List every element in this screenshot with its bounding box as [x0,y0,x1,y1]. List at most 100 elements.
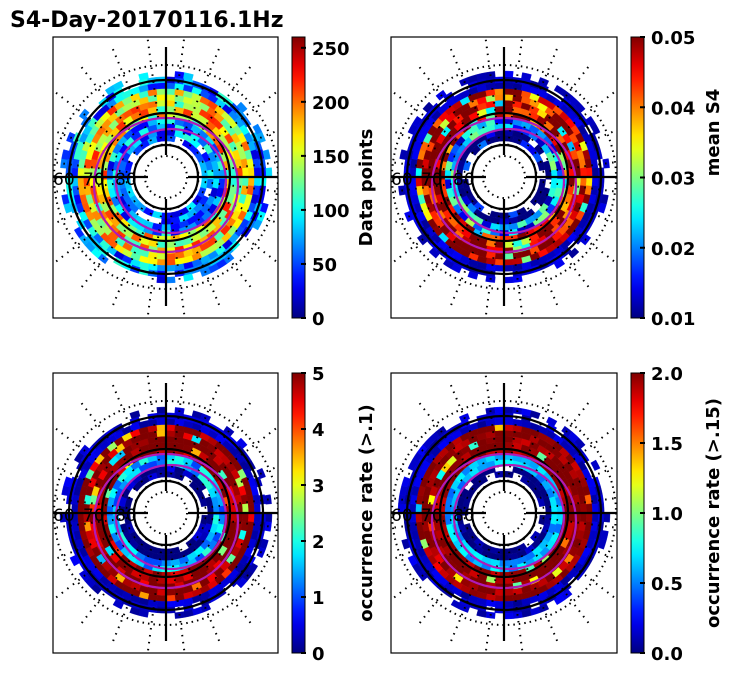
colorbar-tick-label: 50 [312,255,337,276]
heatmap-cell [591,176,599,187]
heatmap-cell [265,512,273,523]
colorbar-tick-label: 0.03 [651,169,695,190]
heatmap-cell [503,258,514,266]
heatmap-cell [428,247,440,259]
oval-contour-inner [452,463,566,571]
heatmap-cell [156,430,167,437]
panel-bottom-left: 60 70 80 0 1 2 3 4 5 occurrence rate (>.1) [52,364,377,665]
heatmap-cell [165,589,176,596]
heatmap-cell [61,194,70,205]
heatmap-cell [183,72,194,81]
latitude-label: 60 [391,506,413,526]
heatmap-cell [503,276,514,284]
figure-title: S4-Day-20170116.1Hz [10,8,284,33]
latitude-label: 60 [391,170,413,190]
colorbar-tick-label: 0.0 [651,644,683,665]
plot-frame [52,36,279,319]
heatmap-cell [485,599,496,608]
heatmap-cell [503,70,514,78]
heatmap-cell [521,72,532,81]
heatmap-cell [580,167,587,178]
heatmap-cell [262,149,271,160]
panel-top-left: 60 70 80 0 50 100 150 200 250 Data points [52,36,377,330]
heatmap-cell [165,418,176,426]
colorbar-gradient [291,36,306,319]
heatmap-cell [503,82,514,90]
heatmap-cell [585,176,593,187]
heatmap-cell [503,418,514,426]
heatmap-cell [503,99,514,107]
heatmap-cell [553,594,566,606]
latitude-label: 80 [453,506,475,526]
latitude-label: 70 [421,506,443,526]
heatmap-cell [242,503,249,514]
colorbar-tick-label: 4 [312,420,325,441]
oval-contour-inner [114,463,228,571]
heatmap-cell [494,430,505,437]
colorbar-tick-label: 250 [312,39,350,60]
heatmap-cell [503,612,514,620]
heatmap-cell [165,129,176,137]
pole-area [135,146,197,208]
heatmap-cell [585,503,593,514]
heatmap-cell [568,247,580,259]
heatmap-cell [411,115,423,128]
heatmap-cell [129,606,141,616]
heatmap-cell [574,437,586,449]
heatmap-cell [253,167,261,178]
heatmap-cell [156,600,167,608]
heatmap-cell [156,594,167,602]
heatmap-cell [494,258,505,266]
heatmap-cell [467,270,479,280]
heatmap-cell [591,503,599,514]
heatmap-cell [503,435,514,443]
heatmap-cell [580,503,587,514]
heatmap-cell [553,258,566,270]
heatmap-cell [165,134,176,143]
heatmap-cell [165,94,176,101]
pole-area [473,482,535,544]
heatmap-cell [165,600,176,608]
heatmap-cell [156,258,167,266]
heatmap-cell [156,435,167,443]
heatmap-cell [156,470,167,479]
colorbar-label: mean S4 [703,89,724,177]
heatmap-cell [450,599,462,610]
heatmap-cell [476,609,487,618]
heatmap-cell [597,538,607,550]
colorbar-tick-label: 100 [312,201,350,222]
colorbar-tick-label: 1 [312,588,325,609]
heatmap-cell [112,80,124,91]
colorbar-tick-label: 200 [312,93,350,114]
heatmap-cell [129,410,141,420]
heatmap-cell [265,167,273,178]
heatmap-cell [156,94,167,101]
panel-top-right: 60 70 80 0.01 0.02 0.03 0.04 0.05 mean S4 [390,28,724,330]
heatmap-cell [156,418,167,426]
heatmap-cell [580,512,587,523]
heatmap-cell [574,101,586,113]
heatmap-cell [61,149,70,160]
heatmap-cell [63,476,73,488]
heatmap-cell [165,264,176,272]
heatmap-cell [156,441,167,449]
heatmap-cell [401,476,411,488]
heatmap-cell [503,264,514,272]
colorbar-tick-label: 0 [312,309,325,330]
heatmap-cell [591,512,599,523]
heatmap-cell [165,594,176,602]
panel-bottom-right: 60 70 80 0.0 0.5 1.0 1.5 2.0 occurrence rate (>.… [390,364,724,665]
heatmap-cell [253,503,261,514]
heatmap-cell [165,470,176,479]
heatmap-cell [422,101,434,113]
heatmap-cell [597,202,607,214]
heatmap-cell [503,134,514,143]
heatmap-cells [398,70,610,284]
heatmap-cell [242,167,249,178]
heatmap-cell [494,594,505,602]
colorbar-tick-label: 0 [312,644,325,665]
heatmap-cell [503,406,514,414]
heatmap-cell [399,149,408,160]
